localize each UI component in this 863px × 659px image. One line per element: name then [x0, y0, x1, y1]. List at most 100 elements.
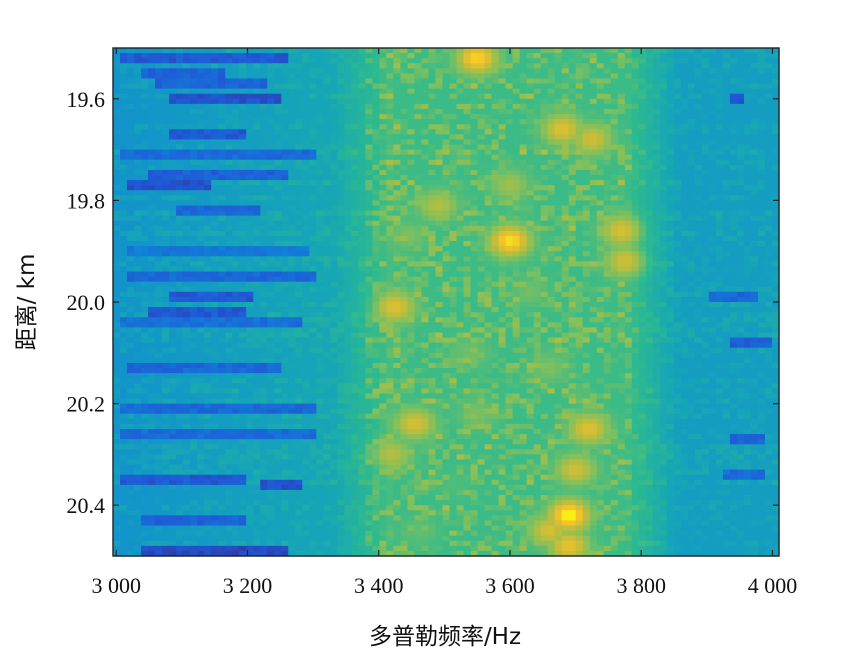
- heatmap-cell: [316, 241, 324, 247]
- heatmap-cell: [680, 108, 689, 115]
- heatmap-cell: [309, 180, 317, 186]
- heatmap-cell: [323, 93, 331, 100]
- heatmap-cell: [533, 68, 542, 74]
- heatmap-cell: [561, 256, 570, 262]
- heatmap-cell: [344, 88, 352, 95]
- heatmap-cell: [533, 78, 542, 85]
- heatmap-cell: [288, 103, 296, 110]
- heatmap-cell: [400, 190, 409, 196]
- heatmap-cell: [169, 124, 177, 130]
- heatmap-cell: [218, 119, 226, 125]
- heatmap-cell: [421, 312, 430, 318]
- heatmap-cell: [365, 205, 373, 212]
- heatmap-cell: [526, 205, 535, 212]
- heatmap-cell: [295, 180, 303, 186]
- heatmap-cell: [148, 108, 156, 115]
- heatmap-cell: [575, 149, 584, 156]
- heatmap-cell: [351, 215, 359, 222]
- heatmap-cell: [365, 88, 373, 95]
- heatmap-cell: [239, 235, 247, 242]
- heatmap-cell: [379, 164, 388, 171]
- heatmap-cell: [435, 139, 444, 146]
- heatmap-cell: [477, 154, 486, 161]
- heatmap-cell: [610, 129, 619, 135]
- heatmap-cell: [365, 175, 373, 181]
- heatmap-cell: [736, 302, 745, 308]
- heatmap-cell: [358, 129, 366, 135]
- heatmap-cell: [358, 276, 366, 283]
- heatmap-cell: [330, 276, 338, 283]
- heatmap-cell: [386, 93, 395, 100]
- heatmap-cell: [232, 108, 240, 115]
- heatmap-cell: [260, 281, 268, 288]
- heatmap-cell: [407, 246, 416, 252]
- heatmap-cell: [561, 119, 570, 125]
- heatmap-cell: [477, 296, 486, 303]
- heatmap-cell: [351, 114, 359, 120]
- heatmap-cell: [722, 73, 731, 80]
- heatmap-cell: [568, 53, 577, 59]
- heatmap-cell: [134, 200, 142, 207]
- heatmap-cell: [400, 296, 409, 303]
- heatmap-cell: [148, 291, 156, 298]
- heatmap-cell: [505, 286, 514, 293]
- heatmap-cell: [722, 108, 731, 115]
- heatmap-cell: [400, 312, 409, 318]
- heatmap-cell: [190, 119, 198, 125]
- heatmap-cell: [736, 119, 745, 125]
- heatmap-cell: [127, 159, 135, 166]
- heatmap-cell: [365, 276, 373, 283]
- heatmap-cell: [365, 73, 373, 80]
- heatmap-cell: [666, 225, 675, 232]
- heatmap-cell: [267, 307, 275, 313]
- heatmap-cell: [561, 200, 570, 207]
- heatmap-cell: [211, 154, 219, 161]
- heatmap-cell: [687, 296, 696, 303]
- heatmap-cell: [554, 195, 563, 201]
- heatmap-cell: [652, 271, 661, 278]
- heatmap-cell: [470, 114, 479, 120]
- heatmap-cell: [232, 220, 240, 227]
- heatmap-cell: [708, 185, 717, 191]
- heatmap-cell: [295, 256, 303, 262]
- heatmap-cell: [337, 246, 345, 252]
- heatmap-cell: [239, 302, 247, 308]
- heatmap-cell: [638, 215, 647, 222]
- heatmap-cell: [771, 291, 780, 298]
- heatmap-cell: [288, 53, 296, 59]
- heatmap-cell: [323, 241, 331, 247]
- heatmap-cell: [421, 266, 430, 273]
- heatmap-cell: [372, 251, 380, 257]
- heatmap-cell: [652, 58, 661, 64]
- heatmap-cell: [638, 154, 647, 161]
- heatmap-cell: [666, 210, 675, 217]
- heatmap-cell: [687, 195, 696, 201]
- heatmap-cell: [302, 103, 310, 110]
- heatmap-cell: [526, 276, 535, 283]
- heatmap-cell: [344, 169, 352, 176]
- heatmap-cell: [540, 68, 549, 74]
- heatmap-cell: [169, 241, 177, 247]
- heatmap-cell: [148, 312, 156, 318]
- heatmap-cell: [498, 246, 507, 252]
- heatmap-cell: [127, 93, 135, 100]
- heatmap-cell: [218, 124, 226, 130]
- heatmap-cell: [155, 93, 163, 100]
- heatmap-cell: [120, 103, 128, 110]
- heatmap-cell: [148, 98, 156, 105]
- heatmap-cell: [246, 302, 254, 308]
- heatmap-cell: [652, 83, 661, 90]
- heatmap-cell: [232, 215, 240, 222]
- heatmap-cell: [764, 98, 773, 105]
- heatmap-cell: [659, 185, 668, 191]
- heatmap-cell: [645, 286, 654, 293]
- heatmap-cell: [211, 83, 219, 90]
- heatmap-cell: [246, 281, 254, 288]
- heatmap-cell: [736, 58, 745, 64]
- heatmap-cell: [540, 200, 549, 207]
- heatmap-cell: [162, 139, 170, 146]
- heatmap-cell: [246, 291, 254, 298]
- heatmap-cell: [421, 58, 430, 64]
- heatmap-cell: [393, 129, 402, 135]
- heatmap-cell: [288, 93, 296, 100]
